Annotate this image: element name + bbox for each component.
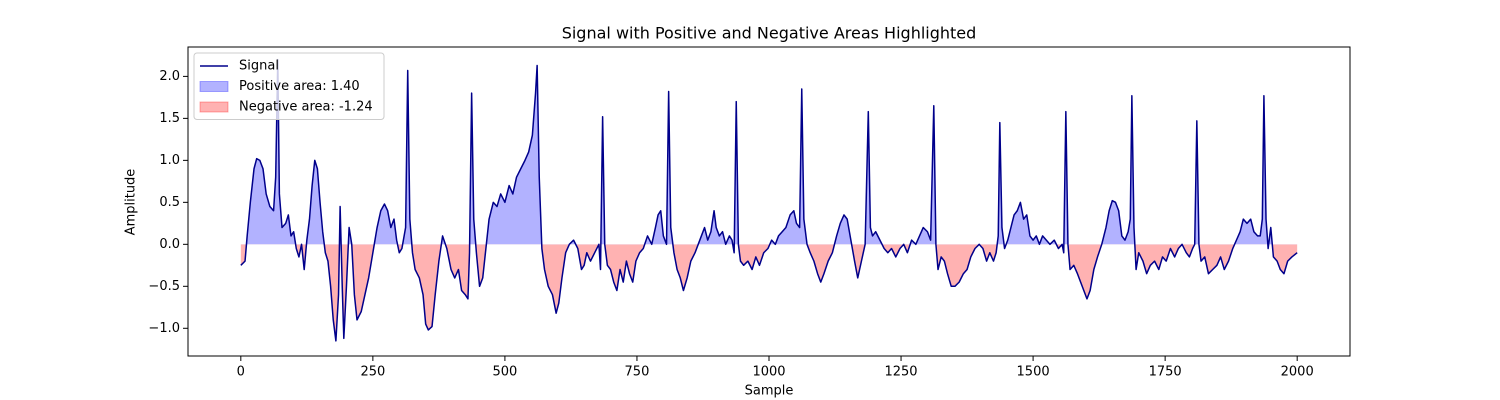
- legend-swatch: [199, 81, 229, 92]
- area-fill: [240, 59, 1298, 245]
- legend: Signal Positive area: 1.40 Negative area: …: [193, 52, 385, 120]
- y-tick-label: 1.0: [159, 153, 180, 168]
- x-tick-label: 1500: [1017, 365, 1050, 380]
- x-tick-label: 2000: [1281, 365, 1314, 380]
- y-tick-label: 0.5: [159, 195, 180, 210]
- x-tick-label: 0: [237, 365, 245, 380]
- legend-box: [193, 52, 385, 120]
- area-fill: [240, 244, 1298, 341]
- legend-label: Positive area: 1.40: [239, 79, 360, 94]
- x-tick-label: 1250: [884, 365, 917, 380]
- signal-line: [240, 58, 1298, 342]
- x-tick-label: 250: [360, 365, 385, 380]
- x-tick-label: 500: [492, 365, 517, 380]
- legend-swatch: [199, 101, 229, 113]
- x-axis-label: Sample: [745, 384, 794, 399]
- chart-title: Signal with Positive and Negative Areas …: [562, 24, 977, 43]
- legend-label: Signal: [239, 59, 279, 74]
- y-axis-label: Amplitude: [124, 169, 139, 236]
- x-tick-label: 1750: [1149, 365, 1182, 380]
- y-tick-label: −0.5: [148, 279, 180, 294]
- x-tick-label: 1000: [752, 365, 785, 380]
- y-tick-label: 1.5: [159, 111, 180, 126]
- y-tick-label: −1.0: [148, 321, 180, 336]
- y-tick-label: 0.0: [159, 237, 180, 252]
- y-tick-label: 2.0: [159, 69, 180, 84]
- legend-label: Negative area: -1.24: [239, 100, 373, 115]
- x-tick-label: 750: [625, 365, 650, 380]
